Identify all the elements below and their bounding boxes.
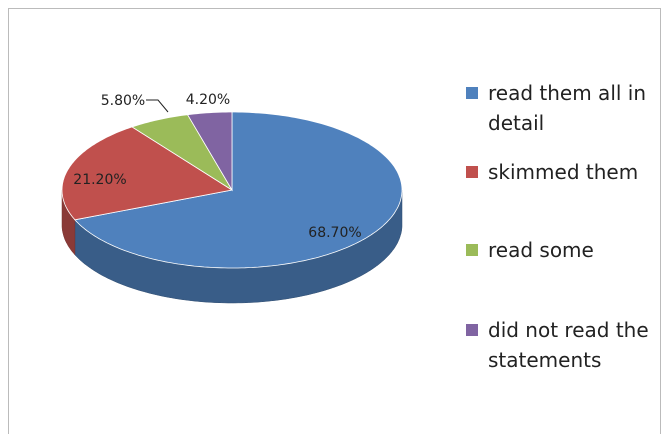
slice — [131, 114, 233, 191]
legend-item: skimmed them — [466, 157, 661, 187]
legend-label: skimmed them — [488, 160, 639, 184]
legend-swatch — [466, 324, 478, 336]
legend-label: read them all in detail — [488, 81, 647, 135]
legend-item: read them all in detail — [466, 78, 661, 138]
slice — [74, 111, 403, 269]
legend-label: read some — [488, 238, 594, 262]
slice — [61, 126, 234, 221]
data-label: 68.70% — [308, 225, 361, 241]
leader-line — [146, 99, 169, 113]
legend-item: did not read the statements — [466, 315, 661, 375]
legend-swatch — [466, 244, 478, 256]
data-label: 5.80% — [101, 93, 145, 109]
data-label: 21.20% — [73, 172, 126, 188]
legend-label: did not read the statements — [488, 318, 649, 372]
legend-swatch — [466, 166, 478, 178]
legend-swatch — [466, 87, 478, 99]
data-label: 4.20% — [186, 92, 230, 108]
slice — [186, 111, 233, 192]
legend-item: read some — [466, 235, 661, 265]
chart-border — [8, 8, 661, 434]
